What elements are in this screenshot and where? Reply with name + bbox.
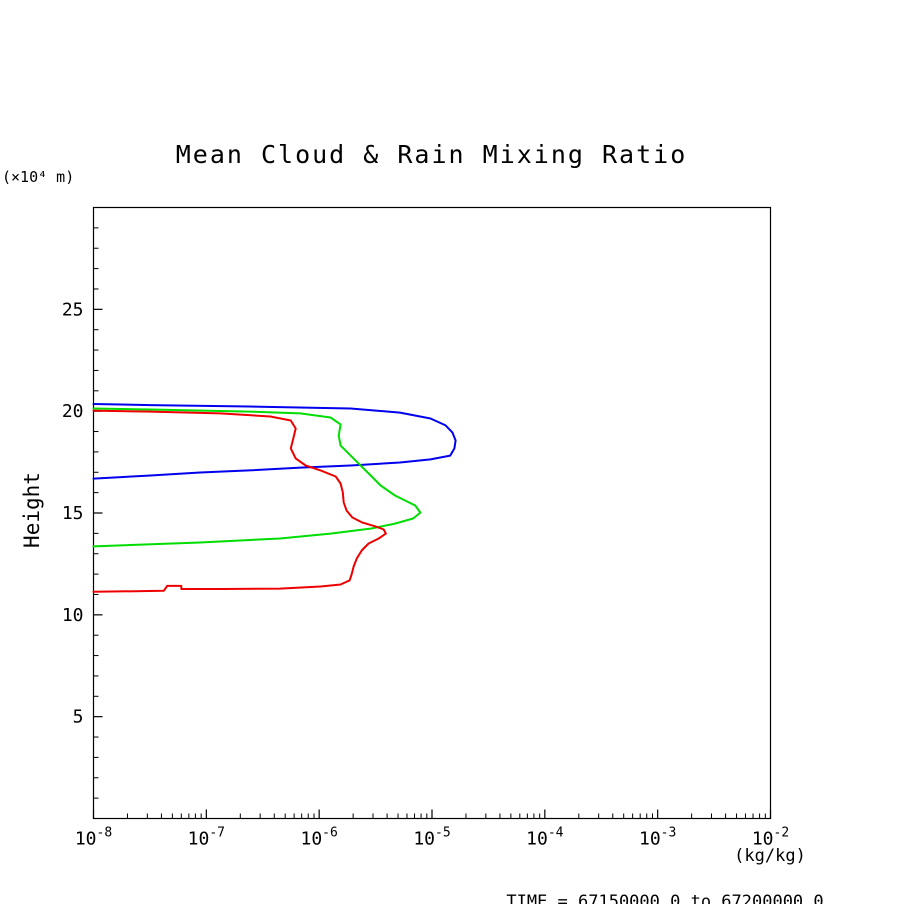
time-footer: TIME = 67150000.0 to 67200000.0 [506, 892, 824, 904]
y-axis-unit-label: (×10⁴ m) [2, 168, 75, 186]
x-tick-label: 10-6 [300, 826, 337, 850]
x-tick-label: 10-4 [526, 826, 564, 850]
y-tick-label: 20 [62, 401, 84, 422]
y-tick-label: 25 [62, 299, 84, 320]
x-tick-label: 10-8 [75, 826, 112, 850]
x-tick-label: 10-7 [188, 826, 225, 850]
y-tick-label: 5 [73, 707, 84, 728]
x-axis-unit-label: (kg/kg) [734, 846, 806, 866]
chart-title: Mean Cloud & Rain Mixing Ratio [175, 140, 688, 169]
x-tick-label: 10-3 [639, 826, 676, 850]
series-blue [92, 403, 457, 480]
y-tick-label: 15 [62, 503, 84, 524]
plot-frame [92, 206, 772, 820]
series-green [92, 407, 422, 548]
y-tick-label: 10 [62, 605, 84, 626]
series-red [92, 409, 387, 593]
x-tick-label: 10-5 [413, 826, 450, 850]
